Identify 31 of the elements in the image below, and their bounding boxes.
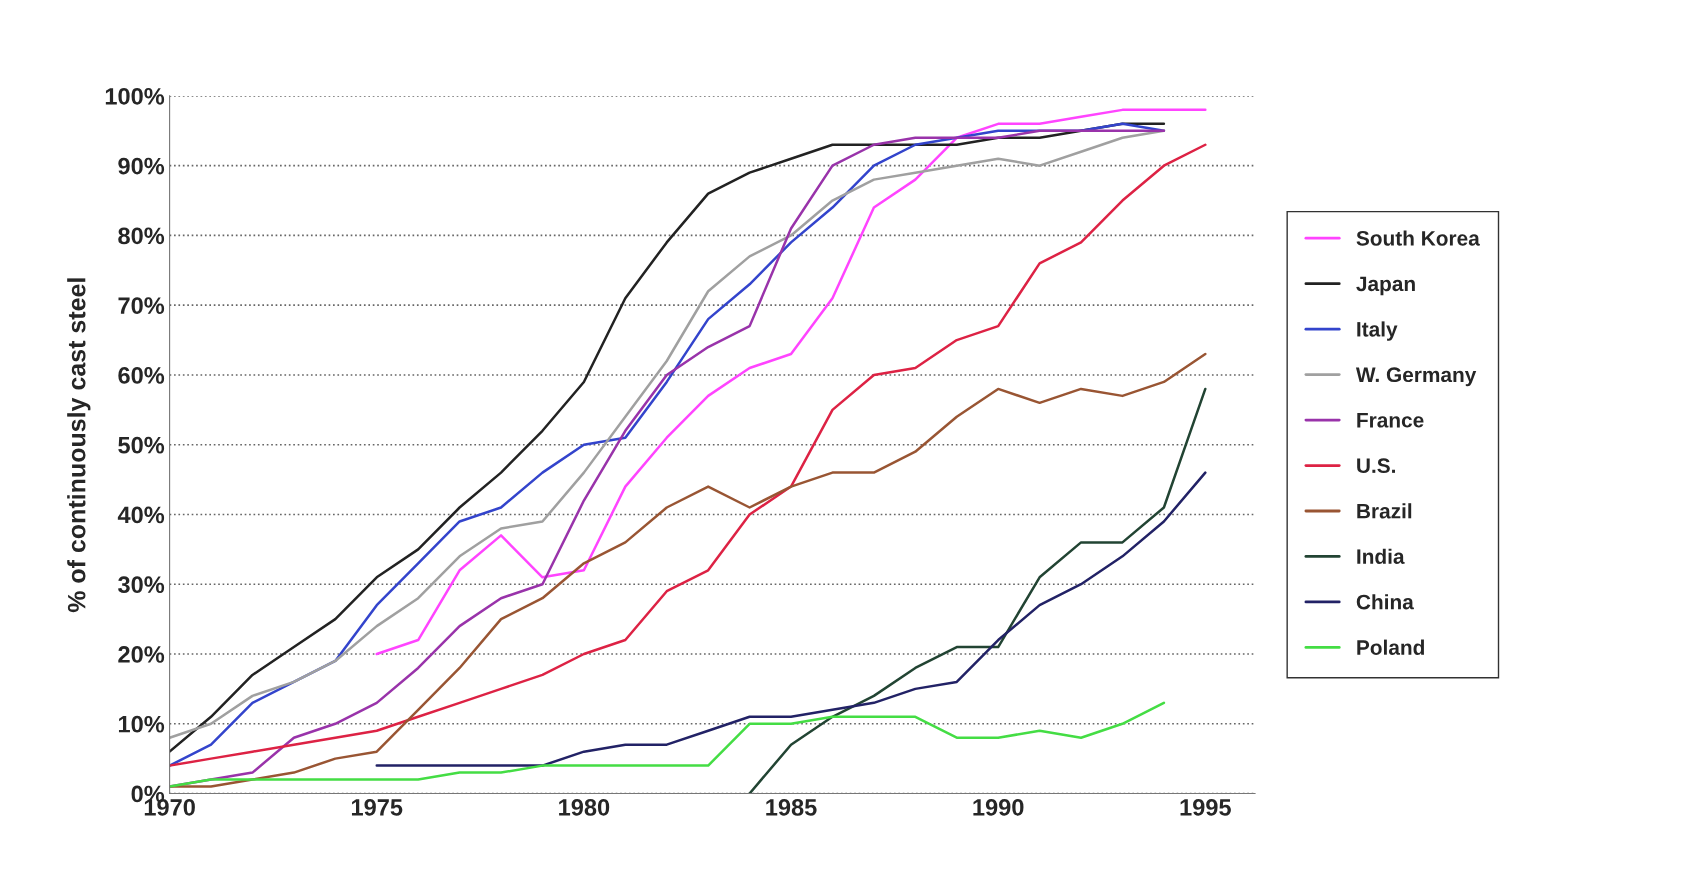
x-tick-label: 1975 (351, 799, 403, 816)
legend-label: U.S. (1357, 458, 1395, 474)
x-tick-label: 1985 (766, 799, 817, 816)
y-tick-label: 60% (118, 367, 165, 384)
legend-label: South Korea (1356, 230, 1480, 246)
y-axis-title: % of continuously cast steel (67, 278, 91, 613)
y-tick-label: 80% (118, 227, 165, 245)
legend-label: W. Germany (1355, 367, 1477, 387)
line-series (748, 387, 1207, 794)
y-tick-label: 30% (118, 576, 165, 594)
y-tick-label: 40% (117, 506, 165, 524)
y-tick-label: 10% (118, 715, 165, 733)
y-tick-label: 90% (118, 157, 165, 175)
y-tick-label: 70% (118, 297, 165, 314)
line-series (169, 352, 1207, 788)
y-tick-label: 100% (105, 87, 165, 105)
legend-label: Poland (1357, 639, 1424, 655)
legend-label: Brazil (1357, 503, 1412, 519)
x-tick-label: 1995 (1180, 799, 1231, 816)
line-series (375, 108, 1207, 656)
x-tick-label: 1980 (559, 799, 610, 816)
line-series (169, 701, 1166, 788)
legend-label: Italy (1357, 321, 1398, 341)
line-series (375, 471, 1207, 767)
y-tick-label: 20% (118, 646, 165, 663)
legend-label: France (1357, 413, 1424, 428)
legend-label: China (1356, 594, 1414, 610)
x-tick-label: 1990 (973, 799, 1024, 816)
legend-label: India (1357, 548, 1405, 564)
y-tick-label: 50% (118, 436, 165, 454)
legend-label: Japan (1356, 276, 1415, 296)
